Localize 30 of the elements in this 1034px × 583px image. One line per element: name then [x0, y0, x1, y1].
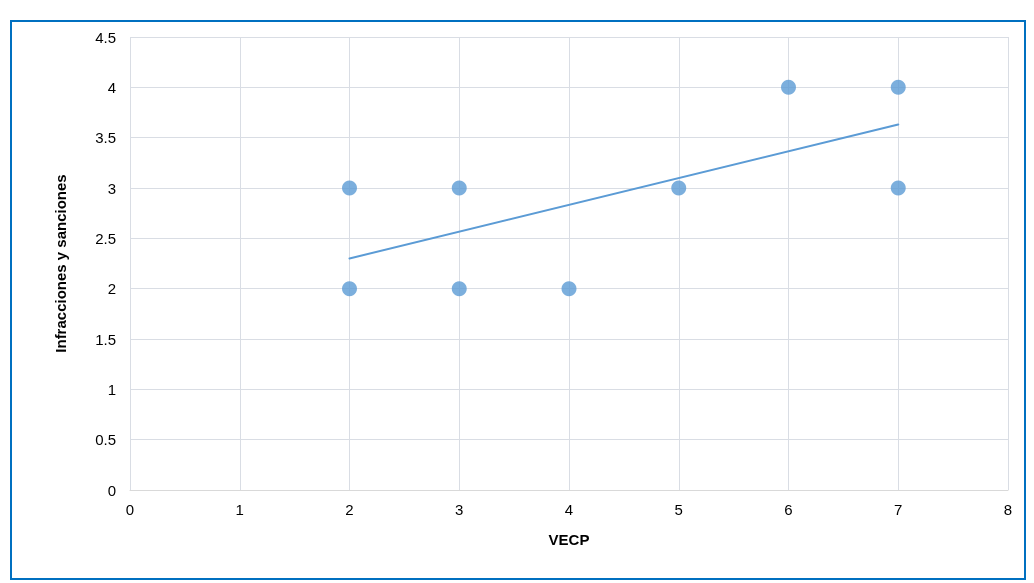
y-tick-label: 2 [107, 280, 116, 298]
x-axis-title: VECP [548, 531, 590, 548]
y-axis-title: Infracciones y sanciones [52, 174, 69, 353]
point [671, 180, 687, 196]
point [342, 180, 357, 196]
y-tick-label: 4.5 [95, 28, 116, 46]
x-tick-label: 7 [894, 501, 903, 518]
point [890, 180, 906, 196]
y-tick-label: 0 [107, 481, 116, 499]
y-tick-label: 3 [107, 179, 116, 197]
x-tick-label: 5 [674, 501, 683, 518]
x-tick-label: 6 [784, 501, 793, 518]
y-tick-label: 4 [107, 78, 116, 96]
y-tick-label: 3.5 [95, 129, 116, 147]
x-tick-label: 3 [455, 501, 464, 518]
y-tick-label: 0.5 [95, 431, 116, 449]
x-tick-label: 2 [345, 501, 354, 518]
point [890, 79, 906, 95]
point [342, 281, 357, 297]
x-tick-label: 1 [235, 501, 244, 518]
y-tick-label: 2.5 [95, 229, 116, 247]
y-tick-label: 1.5 [95, 330, 116, 348]
x-tick-label: 0 [125, 501, 135, 518]
x-tick-label: 8 [1003, 501, 1013, 518]
point [781, 79, 796, 95]
point [451, 180, 467, 196]
y-tick-label: 1 [107, 380, 116, 398]
point [451, 281, 467, 297]
point [561, 281, 577, 297]
x-tick-label: 4 [564, 501, 574, 518]
